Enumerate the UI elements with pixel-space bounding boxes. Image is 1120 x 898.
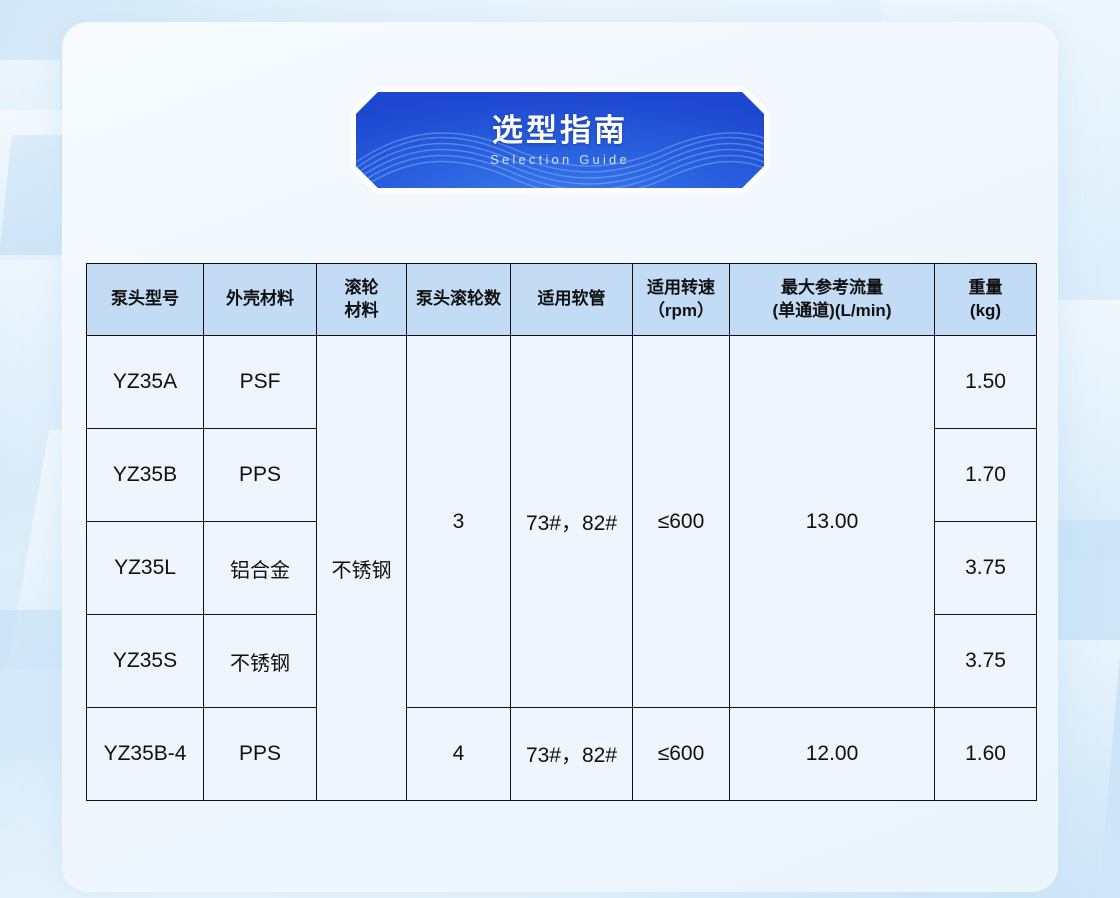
selection-guide-banner: 选型指南 Selection Guide — [350, 86, 770, 194]
column-header-shell-material: 外壳材料 — [203, 263, 317, 336]
cell-roller-count-merged: 3 — [406, 335, 511, 708]
column-header-speed: 适用转速 （rpm） — [632, 263, 730, 336]
column-header-weight-line2: (kg) — [969, 300, 1002, 320]
column-header-roller-count: 泵头滚轮数 — [406, 263, 511, 336]
cell-weight: 3.75 — [934, 614, 1037, 708]
column-header-roller-material-line1: 滚轮 — [344, 278, 379, 298]
table-body: YZ35A PSF 不锈钢 3 73#，82# ≤600 13.00 1.50 … — [86, 335, 1037, 801]
column-header-speed-line2: （rpm） — [647, 300, 715, 320]
cell-model: YZ35B — [86, 428, 204, 522]
cell-roller-material-merged: 不锈钢 — [316, 335, 407, 801]
banner-body: 选型指南 Selection Guide — [356, 92, 764, 188]
table-header-row: 泵头型号 外壳材料 滚轮 材料 泵头滚轮数 适用软管 适用转速 （rpm） — [86, 263, 1037, 336]
column-header-model-line1: 泵头型号 — [111, 289, 179, 309]
cell-shell-material: PPS — [203, 707, 317, 801]
column-header-hose: 适用软管 — [510, 263, 633, 336]
cell-max-flow-merged: 13.00 — [729, 335, 935, 708]
table-row: YZ35B PPS 1.70 — [86, 428, 1037, 522]
cell-weight: 1.50 — [934, 335, 1037, 429]
column-header-weight: 重量 (kg) — [934, 263, 1037, 336]
column-header-model: 泵头型号 — [86, 263, 204, 336]
cell-speed: ≤600 — [632, 707, 730, 801]
cell-roller-count: 4 — [406, 707, 511, 801]
column-header-roller-count-line1: 泵头滚轮数 — [416, 289, 501, 309]
cell-speed-merged: ≤600 — [632, 335, 730, 708]
table-row: YZ35S 不锈钢 3.75 — [86, 614, 1037, 708]
cell-model: YZ35B-4 — [86, 707, 204, 801]
column-header-weight-line1: 重量 — [968, 278, 1003, 298]
table-row: YZ35B-4 PPS 4 73#，82# ≤600 12.00 1.60 — [86, 707, 1037, 801]
cell-model: YZ35S — [86, 614, 204, 708]
column-header-speed-line1: 适用转速 — [647, 278, 715, 298]
table-header: 泵头型号 外壳材料 滚轮 材料 泵头滚轮数 适用软管 适用转速 （rpm） — [86, 263, 1037, 336]
cell-shell-material: 不锈钢 — [203, 614, 317, 708]
cell-weight: 1.60 — [934, 707, 1037, 801]
cell-hose-merged: 73#，82# — [510, 335, 633, 708]
column-header-max-flow-line1: 最大参考流量 — [781, 278, 883, 298]
banner-subtitle: Selection Guide — [490, 151, 630, 167]
table-row: YZ35A PSF 不锈钢 3 73#，82# ≤600 13.00 1.50 — [86, 335, 1037, 801]
column-header-roller-material-line2: 材料 — [344, 300, 379, 320]
cell-model: YZ35L — [86, 521, 204, 615]
cell-shell-material: PPS — [203, 428, 317, 522]
specification-table: 泵头型号 外壳材料 滚轮 材料 泵头滚轮数 适用软管 适用转速 （rpm） — [86, 263, 1037, 801]
cell-max-flow: 12.00 — [729, 707, 935, 801]
banner-wave-pattern-icon — [356, 116, 764, 188]
cell-weight: 3.75 — [934, 521, 1037, 615]
cell-weight: 1.70 — [934, 428, 1037, 522]
column-header-roller-material: 滚轮 材料 — [316, 263, 407, 336]
banner-text-block: 选型指南 Selection Guide — [356, 92, 764, 188]
banner-title: 选型指南 — [492, 113, 628, 149]
column-header-max-flow-line2: (单通道)(L/min) — [772, 300, 892, 320]
cell-model: YZ35A — [86, 335, 204, 429]
cell-shell-material: PSF — [203, 335, 317, 429]
background-shape-left-6 — [0, 60, 60, 260]
column-header-hose-line1: 适用软管 — [537, 289, 606, 309]
cell-hose: 73#，82# — [510, 707, 633, 801]
column-header-max-flow: 最大参考流量 (单通道)(L/min) — [729, 263, 935, 336]
column-header-shell-material-line1: 外壳材料 — [226, 289, 294, 309]
cell-shell-material: 铝合金 — [203, 521, 317, 615]
